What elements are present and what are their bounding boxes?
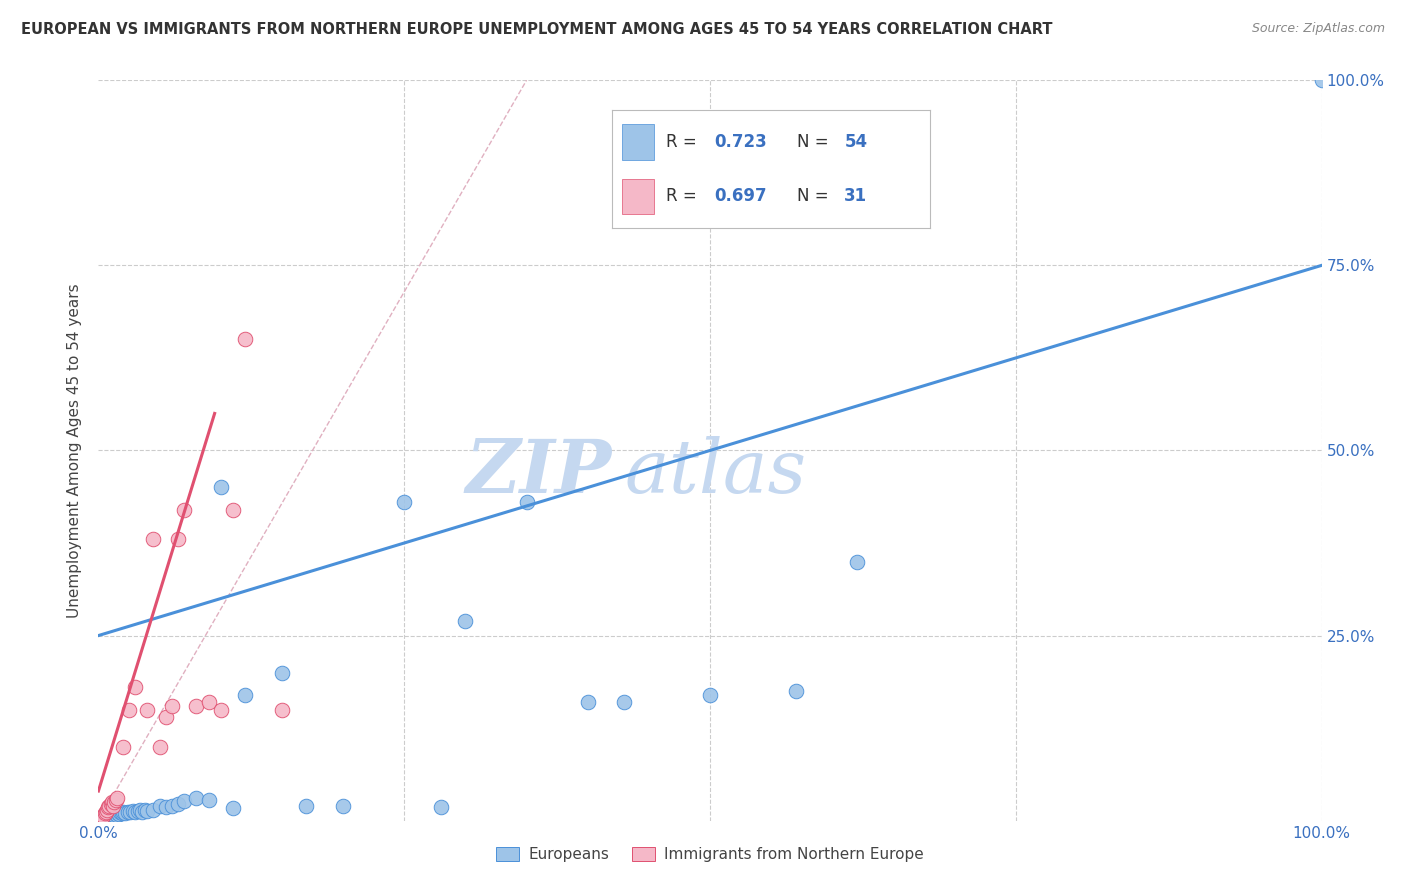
Point: [97, 800, 120, 814]
Point: [91, 811, 114, 825]
Point: [134, 803, 156, 817]
Point: [97, 809, 120, 823]
Point: [103, 795, 125, 809]
Point: [149, 798, 172, 813]
Point: [108, 807, 131, 822]
Point: [155, 710, 177, 724]
Point: [93, 806, 115, 821]
Point: [100, 808, 122, 822]
Point: [120, 805, 142, 820]
Point: [167, 797, 190, 812]
Point: [114, 806, 136, 821]
Point: [124, 681, 146, 695]
Point: [98, 810, 121, 824]
Text: Source: ZipAtlas.com: Source: ZipAtlas.com: [1251, 22, 1385, 36]
Point: [91, 810, 114, 824]
Point: [149, 739, 172, 754]
Point: [136, 703, 159, 717]
Point: [160, 698, 183, 713]
Point: [93, 810, 115, 824]
Text: ZIP: ZIP: [465, 436, 612, 509]
Point: [90, 812, 112, 826]
Point: [101, 809, 124, 823]
Point: [699, 688, 721, 702]
Point: [233, 688, 256, 702]
Point: [94, 811, 117, 825]
Point: [142, 803, 165, 817]
Point: [233, 333, 256, 347]
Point: [101, 795, 124, 809]
Y-axis label: Unemployment Among Ages 45 to 54 years: Unemployment Among Ages 45 to 54 years: [67, 283, 83, 618]
Point: [98, 798, 121, 813]
Point: [430, 800, 453, 814]
Point: [173, 794, 195, 808]
Point: [96, 803, 118, 817]
Point: [104, 793, 127, 807]
Point: [576, 695, 599, 709]
Point: [117, 805, 139, 819]
Point: [129, 803, 152, 817]
Point: [785, 684, 807, 698]
Legend: Europeans, Immigrants from Northern Europe: Europeans, Immigrants from Northern Euro…: [491, 841, 929, 869]
Point: [392, 495, 416, 509]
Point: [160, 798, 183, 813]
Point: [186, 791, 208, 805]
Text: EUROPEAN VS IMMIGRANTS FROM NORTHERN EUROPE UNEMPLOYMENT AMONG AGES 45 TO 54 YEA: EUROPEAN VS IMMIGRANTS FROM NORTHERN EUR…: [21, 22, 1053, 37]
Point: [100, 797, 122, 812]
Point: [121, 804, 143, 818]
Point: [94, 805, 117, 819]
Point: [111, 806, 134, 821]
Point: [295, 798, 318, 813]
Point: [101, 798, 124, 813]
Point: [110, 805, 132, 820]
Point: [1310, 73, 1333, 87]
Point: [105, 791, 128, 805]
Point: [142, 533, 165, 547]
Point: [209, 481, 232, 495]
Point: [104, 807, 127, 822]
Point: [167, 533, 190, 547]
Point: [332, 798, 354, 813]
Point: [173, 502, 195, 516]
Point: [118, 703, 141, 717]
Point: [105, 807, 128, 822]
Point: [96, 812, 118, 826]
Point: [89, 812, 111, 826]
Point: [111, 739, 134, 754]
Point: [89, 812, 111, 826]
Point: [127, 804, 149, 818]
Point: [131, 805, 153, 819]
Point: [197, 695, 219, 709]
Point: [209, 703, 232, 717]
Point: [270, 665, 294, 680]
Point: [103, 808, 125, 822]
Point: [454, 614, 477, 628]
Point: [91, 809, 114, 823]
Point: [91, 812, 114, 826]
Point: [222, 502, 245, 516]
Point: [90, 811, 112, 825]
Point: [222, 801, 245, 815]
Point: [136, 804, 159, 818]
Point: [845, 555, 868, 569]
Point: [155, 800, 177, 814]
Point: [613, 695, 636, 709]
Point: [124, 805, 146, 819]
Point: [186, 698, 208, 713]
Point: [101, 807, 124, 822]
Point: [197, 793, 219, 807]
Point: [111, 805, 134, 819]
Point: [270, 703, 294, 717]
Point: [515, 495, 537, 509]
Text: atlas: atlas: [624, 436, 807, 509]
Point: [107, 806, 129, 821]
